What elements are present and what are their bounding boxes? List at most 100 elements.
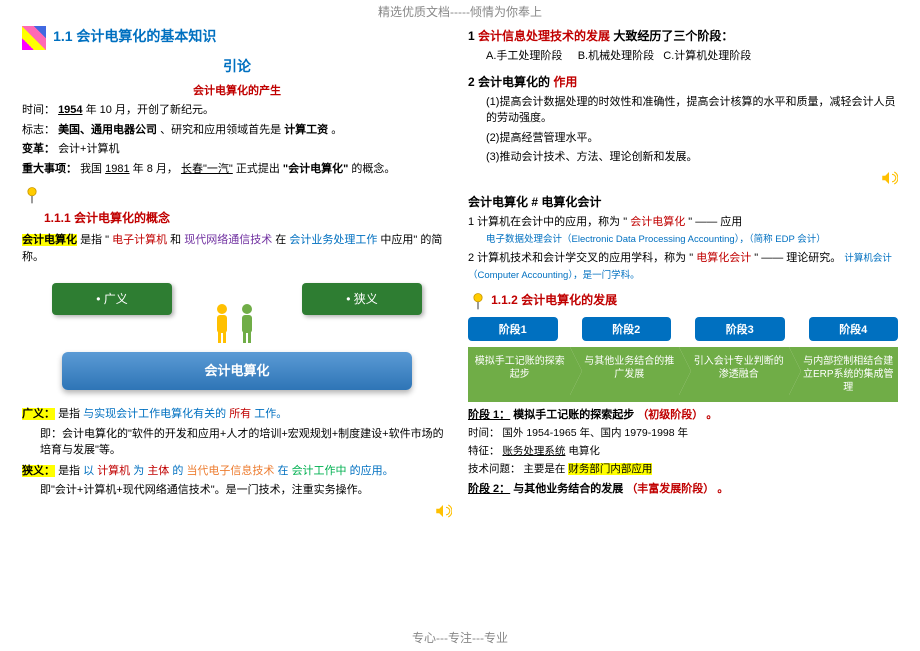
place: 长春"一汽": [181, 163, 233, 175]
label: 阶段 2：: [468, 483, 510, 495]
right-column: 1 会计信息处理技术的发展 大致经历了三个阶段： A.手工处理阶段 B.机械处理…: [460, 23, 906, 522]
red: 会计信息处理技术的发展: [478, 29, 610, 43]
t1: 与实现会计工作电算化有关的: [83, 408, 226, 420]
speaker-icon: [880, 169, 898, 187]
mid: 年 8 月，: [133, 163, 178, 175]
cmp1: 1 计算机在会计中的应用，称为 " 会计电算化 " —— 应用: [468, 214, 898, 231]
compare-title: 会计电算化 # 电算化会计: [468, 193, 898, 210]
pre: 是指: [58, 465, 80, 477]
and: 和: [170, 234, 181, 246]
mid: 在: [275, 234, 286, 246]
arrow-2: 与其他业务结合的推广发展: [570, 347, 680, 402]
stage-box-1: 阶段1: [468, 317, 558, 341]
rest: 年 10 月，开创了新纪元。: [86, 104, 214, 116]
year: 1981: [105, 163, 129, 175]
t1: 电子计算机: [112, 234, 167, 246]
val2: 计算工资: [284, 124, 328, 136]
dev-stages-title: 1 会计信息处理技术的发展 大致经历了三个阶段：: [468, 27, 898, 44]
l: 特征：: [468, 445, 500, 457]
left-column: 1.1 会计电算化的基本知识 引论 会计电算化的产生 时间： 1954 年 10…: [14, 23, 460, 522]
label: 变革：: [22, 143, 55, 155]
t5: 的: [172, 465, 183, 477]
rest: 大致经历了三个阶段：: [613, 29, 733, 43]
function-title: 2 会计电算化的 作用: [468, 73, 898, 90]
red: 会计电算化: [630, 216, 685, 228]
section-1-1-title: 1.1 会计电算化的基本知识: [22, 26, 452, 50]
fn1: (1)提高会计数据处理的时效性和准确性，提高会计核算的水平和质量，减轻会计人员的…: [486, 94, 898, 127]
page-header: 精选优质文档-----倾情为你奉上: [0, 0, 920, 23]
t2: 现代网络通信技术: [184, 234, 272, 246]
narrow-box: • 狭义: [302, 283, 422, 315]
t3: 为: [133, 465, 144, 477]
event-line: 重大事项： 我国 1981 年 8 月， 长春"一汽" 正式提出 "会计电算化"…: [22, 161, 452, 178]
q2: ": [688, 216, 692, 228]
stage-boxes: 阶段1 阶段2 阶段3 阶段4: [468, 317, 898, 341]
t6: 当代电子信息技术: [186, 465, 274, 477]
term: "会计电算化": [283, 163, 348, 175]
red: 作用: [553, 75, 577, 89]
dash: —— 理论研究。: [761, 252, 841, 264]
t2: 所有: [229, 408, 251, 420]
pre: 我国: [80, 163, 105, 175]
pre: 主要是在: [523, 463, 565, 475]
narrow-def: 狭义： 是指 以 计算机 为 主体 的 当代电子信息技术 在 会计工作中 的应用…: [22, 463, 452, 480]
q: ": [105, 234, 109, 246]
stage1-title: 阶段 1： 模拟手工记账的探索起步 （初级阶段） 。: [468, 406, 898, 422]
time-line: 时间： 1954 年 10 月，开创了新纪元。: [22, 102, 452, 119]
section-1-1-2-row: 1.1.2 会计电算化的发展: [468, 291, 898, 311]
pre: 是指: [58, 408, 80, 420]
end: 。: [706, 409, 717, 421]
stage-box-3: 阶段3: [695, 317, 785, 341]
stage-box-4: 阶段4: [809, 317, 899, 341]
s1-feat: 特征： 账务处理系统 电算化: [468, 443, 898, 458]
t1: 模拟手工记账的探索起步: [513, 409, 634, 421]
t: 是指: [80, 234, 102, 246]
t7: 在: [278, 465, 289, 477]
t2: （初级阶段）: [637, 409, 703, 421]
s1-tech: 技术问题： 主要是在 财务部门内部应用: [468, 461, 898, 476]
t3: 工作。: [254, 408, 287, 420]
intro-heading: 引论: [22, 56, 452, 76]
base-platform: 会计电算化: [62, 352, 412, 390]
end: 的概念。: [351, 163, 395, 175]
q: ": [689, 252, 693, 264]
l: 时间：: [468, 427, 500, 439]
red: 电算化会计: [696, 252, 751, 264]
section-1-1-1-row: [22, 185, 452, 205]
origin-heading: 会计电算化的产生: [22, 82, 452, 98]
mark-line: 标志： 美国、通用电器公司 、研究和应用领域首先是 计算工资 。: [22, 122, 452, 139]
end: 。: [717, 483, 728, 495]
pushpin-icon: [22, 185, 42, 205]
year: 1954: [58, 104, 82, 116]
stage2-title: 阶段 2： 与其他业务结合的发展 （丰富发展阶段） 。: [468, 480, 898, 496]
broad-narrow-diagram: • 广义 • 狭义 会计电算化: [22, 273, 452, 398]
pushpin-icon: [468, 291, 488, 311]
val: 美国、通用电器公司: [58, 124, 157, 136]
reform-line: 变革： 会计+计算机: [22, 141, 452, 158]
v: 财务部门内部应用: [568, 463, 652, 475]
broad-box: • 广义: [52, 283, 172, 315]
audio-marker: [22, 502, 452, 520]
h-1-1-2: 1.1.2 会计电算化的发展: [491, 293, 617, 307]
n: 2: [468, 75, 478, 89]
audio-marker-2: [468, 169, 898, 187]
mid2: 正式提出: [236, 163, 280, 175]
s1-time: 时间： 国外 1954-1965 年、国内 1979-1998 年: [468, 425, 898, 440]
narrow-ie: 即"会计+计算机+现代网络通信技术"。是一门技术，注重实务操作。: [40, 482, 452, 499]
label: 时间：: [22, 104, 55, 116]
label: 狭义：: [22, 465, 55, 477]
dash: —— 应用: [695, 216, 742, 228]
broad-ie: 即：会计电算化的"软件的开发和应用+人才的培训+宏观规划+制度建设+软件市场的培…: [40, 426, 452, 459]
q: ": [623, 216, 627, 228]
rest: 、研究和应用领域首先是: [160, 124, 281, 136]
pre: 1 计算机在会计中的应用，称为: [468, 216, 620, 228]
end: 。: [331, 124, 342, 136]
b: B.机械处理阶段: [578, 50, 654, 62]
broad-def: 广义： 是指 与实现会计工作电算化有关的 所有 工作。: [22, 406, 452, 423]
t4: 主体: [147, 465, 169, 477]
person-icon-green: [237, 303, 257, 343]
a: A.手工处理阶段: [486, 50, 562, 62]
arrow-4: 与内部控制相结合建立ERP系统的集成管理: [789, 347, 899, 402]
arrow-row: 模拟手工记账的探索起步 与其他业务结合的推广发展 引入会计专业判断的渗透融合 与…: [468, 347, 898, 402]
v: 账务处理系统: [502, 445, 565, 457]
